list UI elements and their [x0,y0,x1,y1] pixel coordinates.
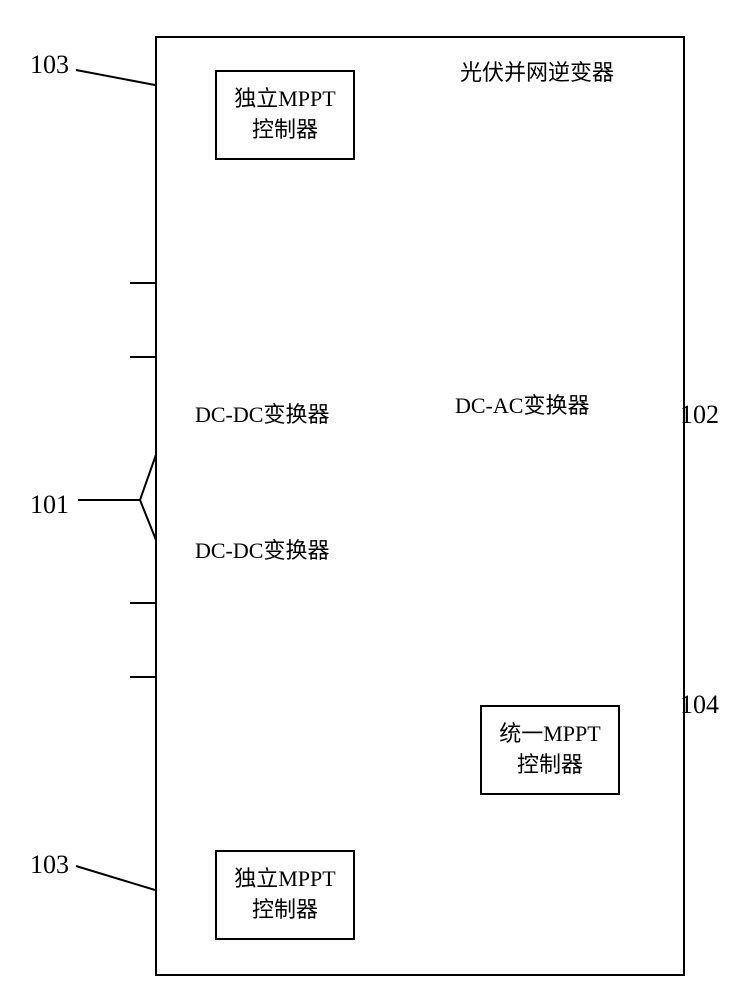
node-label: 控制器 [517,752,583,777]
ref-104: 104 [680,690,719,720]
ref-103-top: 103 [30,50,69,80]
node-label: 独立MPPT [234,86,335,111]
label-dcdc-top: DC-DC变换器 [195,400,329,431]
node-mppt-unified: 统一MPPT 控制器 [480,705,620,795]
label-dcac: DC-AC变换器 [455,391,589,422]
label-dcdc-bottom: DC-DC变换器 [195,536,329,567]
ref-101: 101 [30,490,69,520]
node-label: 独立MPPT [234,866,335,891]
node-label: 统一MPPT [499,721,600,746]
ref-103-bottom: 103 [30,850,69,880]
node-label: 控制器 [252,897,318,922]
node-mppt-independent-top: 独立MPPT 控制器 [215,70,355,160]
node-mppt-independent-bottom: 独立MPPT 控制器 [215,850,355,940]
ref-102: 102 [680,400,719,430]
diagram-canvas: 光伏并网逆变器 独立MPPT 控制器 独立MPPT 控制器 统一MPPT 控制器 DC… [0,0,737,1000]
container-box [155,36,685,976]
node-label: 控制器 [252,117,318,142]
diagram-title: 光伏并网逆变器 [460,58,614,89]
